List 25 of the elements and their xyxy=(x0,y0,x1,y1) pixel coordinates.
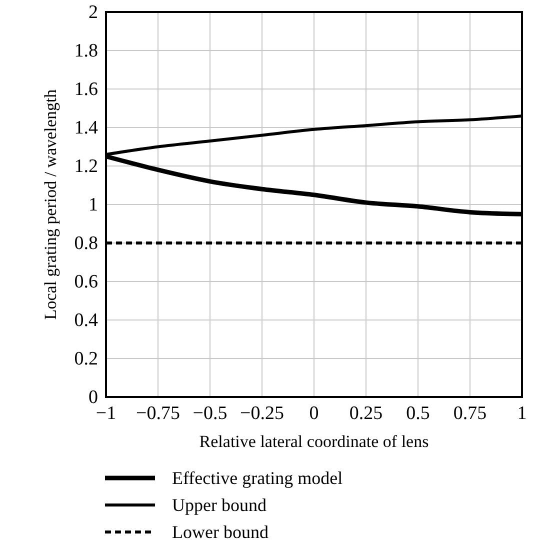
y-tick-label: 0.8 xyxy=(74,233,98,254)
y-tick-label: 1.8 xyxy=(74,40,98,62)
x-tick-label: −0.5 xyxy=(192,403,228,424)
x-tick-label: 1 xyxy=(517,403,527,424)
y-tick-label: 0 xyxy=(88,387,98,408)
y-tick-label: 1.6 xyxy=(74,79,98,100)
y-tick-label: 1.2 xyxy=(74,156,98,177)
x-tick-label: 0.25 xyxy=(349,403,383,424)
x-tick-label: 0 xyxy=(309,403,319,424)
y-tick-label: 1 xyxy=(88,194,98,216)
x-tick-label: −0.75 xyxy=(136,403,180,424)
x-tick-label: 0.75 xyxy=(453,403,487,424)
x-tick-label: 0.5 xyxy=(406,403,430,424)
legend-label: Effective grating model xyxy=(172,468,343,488)
y-axis-title: Local grating period / wavelength xyxy=(41,88,60,320)
y-tick-label: 0.4 xyxy=(74,310,98,331)
y-tick-label: 1.4 xyxy=(74,118,98,138)
y-tick-label: 0.2 xyxy=(74,348,98,370)
x-tick-label: −0.25 xyxy=(240,403,284,424)
x-axis-title: Relative lateral coordinate of lens xyxy=(199,432,429,451)
legend-label: Lower bound xyxy=(172,522,268,542)
x-tick-label: −1 xyxy=(96,403,116,424)
legend-label: Upper bound xyxy=(172,495,266,515)
y-tick-label: 0.6 xyxy=(74,272,98,292)
y-tick-label: 2 xyxy=(88,2,98,23)
